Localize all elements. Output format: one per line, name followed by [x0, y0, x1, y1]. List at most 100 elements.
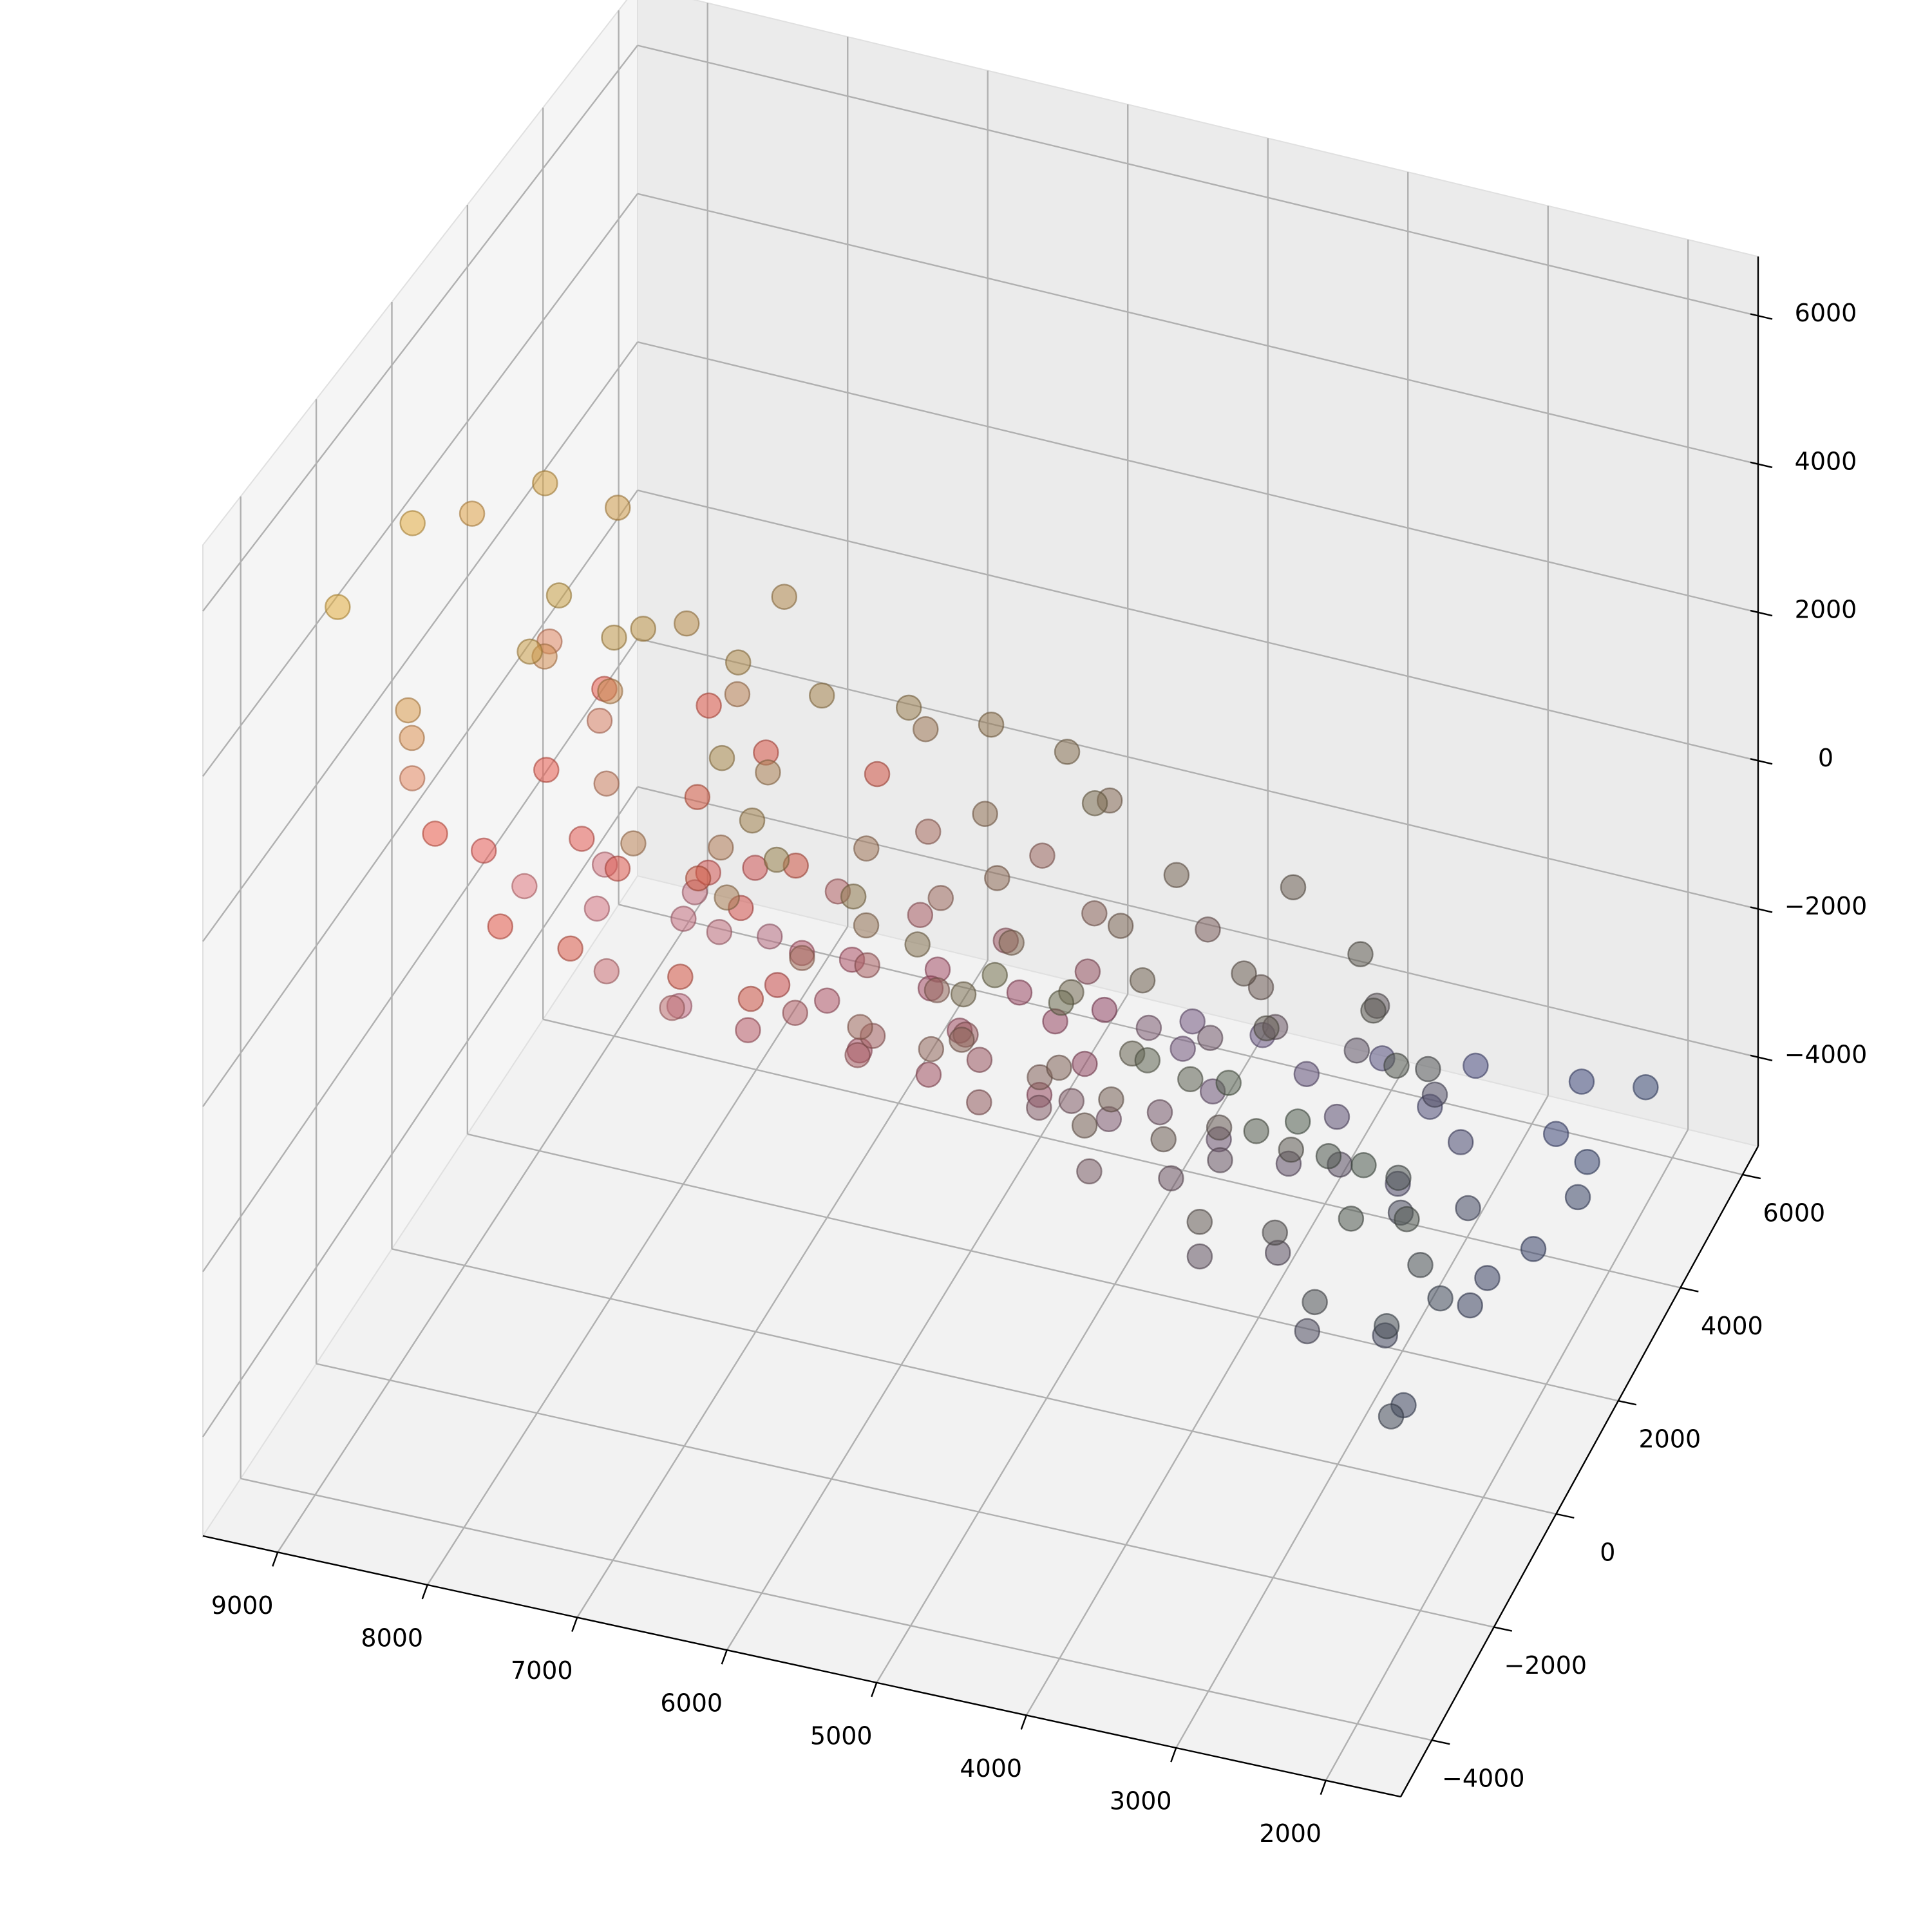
scatter-point [1520, 1236, 1547, 1262]
scatter-point [583, 895, 611, 922]
scatter-point [1046, 1054, 1072, 1081]
scatter-point [708, 744, 735, 772]
scatter-point [1231, 960, 1257, 987]
scatter-point [1360, 998, 1387, 1024]
scatter-point [696, 692, 722, 719]
x-tick-label: 5000 [810, 1721, 873, 1750]
scatter-point [399, 724, 425, 752]
scatter-point [422, 820, 448, 847]
scatter-point [978, 711, 1005, 738]
scatter-point [847, 1014, 873, 1040]
scatter-point [1633, 1074, 1659, 1101]
scatter-point [1197, 1025, 1224, 1051]
grid-line-x-floor [277, 892, 708, 1553]
scatter-point [1407, 1252, 1434, 1278]
scatter-point [1207, 1147, 1233, 1173]
z-tick-mark [1750, 609, 1773, 617]
scatter-point [1163, 862, 1190, 889]
scatter-point [1074, 958, 1101, 985]
grid-line-y-floor [240, 1477, 1432, 1741]
x-tick-mark [272, 1551, 279, 1567]
grid-line-z-back [637, 489, 1759, 762]
y-tick-mark [1680, 1287, 1699, 1293]
scatter-point [1243, 1118, 1270, 1144]
x-tick-mark [721, 1649, 728, 1665]
z-tick-label: 0 [1818, 744, 1833, 772]
scatter-point [487, 913, 514, 940]
scatter-point [604, 855, 631, 882]
scatter-point [597, 678, 623, 705]
scatter-point [1294, 1318, 1321, 1345]
scatter-point [1323, 1103, 1350, 1130]
scatter-point [853, 835, 880, 862]
scatter-point [1048, 989, 1075, 1016]
x-tick-label: 7000 [511, 1656, 573, 1685]
scatter-point [470, 837, 497, 864]
scatter-point [1280, 874, 1307, 900]
scatter-point [1568, 1068, 1595, 1095]
scatter-point [1302, 1289, 1328, 1316]
scatter-point [981, 961, 1009, 989]
grid-line-x-floor [426, 926, 849, 1586]
scatter-point [395, 697, 421, 724]
scatter-point [1029, 842, 1056, 869]
scatter-point [1107, 913, 1134, 939]
scatter-point [399, 510, 426, 536]
scatter-point [1054, 739, 1081, 765]
y-tick-mark [1493, 1626, 1513, 1632]
scatter-point [1457, 1292, 1483, 1319]
grid-line-x-floor [876, 1027, 1269, 1683]
x-axis-line [202, 1535, 1401, 1798]
scatter-point [685, 865, 712, 892]
grid-line-z-side [202, 193, 638, 777]
scatter-point [516, 638, 543, 665]
z-tick-label: 4000 [1795, 447, 1857, 475]
scatter-point [1383, 1052, 1410, 1079]
y-tick-mark [1618, 1400, 1637, 1406]
scatter-point [763, 846, 790, 873]
grid-line-z-side [202, 341, 638, 942]
x-tick-label: 9000 [211, 1591, 274, 1620]
scatter-point [1026, 1094, 1052, 1121]
z-tick-mark [1750, 906, 1773, 913]
scatter-point [854, 952, 880, 979]
x-tick-label: 3000 [1110, 1787, 1172, 1815]
scatter-point [782, 999, 808, 1027]
scatter-point [557, 935, 583, 962]
scatter-point [1206, 1114, 1233, 1141]
scatter-point [1378, 1403, 1405, 1430]
scatter-point [1129, 967, 1156, 994]
scatter-point [1343, 1037, 1370, 1064]
scatter-point [927, 885, 954, 911]
y-axis-line [1399, 1146, 1759, 1797]
scatter-point [853, 912, 880, 939]
data-points [325, 470, 1659, 1430]
scatter-point [586, 707, 613, 734]
x-tick-label: 8000 [361, 1624, 423, 1652]
x-tick-mark [871, 1682, 878, 1698]
scatter-point [459, 500, 486, 527]
scatter-point [1170, 1036, 1196, 1062]
scatter-point [1134, 1047, 1161, 1074]
grid-line-z-side [202, 44, 638, 612]
z-tick-mark [1750, 758, 1773, 765]
scatter-point [620, 830, 647, 857]
scatter-point [739, 807, 766, 834]
scatter-point [1247, 974, 1274, 1001]
grid-line-y-floor [392, 1248, 1557, 1515]
scatter-point [1262, 1219, 1288, 1246]
scatter-point [593, 958, 620, 985]
scatter-point [1146, 1099, 1173, 1126]
tick-labels: 9000 8000 7000 6000 5000 4000 3000 2000 −4000 −20… [211, 299, 1867, 1848]
grid-line-z-back [637, 341, 1759, 614]
scatter-point [1186, 1209, 1213, 1235]
scatter-point [844, 1042, 871, 1068]
scatter-point [864, 761, 891, 788]
grid-line-x-floor [1325, 1129, 1689, 1781]
scatter-point [764, 972, 791, 998]
scatter-point [737, 985, 764, 1012]
scatter-point [1158, 1165, 1184, 1191]
scatter-point [840, 883, 867, 910]
z-tick-label: 2000 [1795, 596, 1857, 624]
grid-line-z-back [637, 44, 1759, 317]
